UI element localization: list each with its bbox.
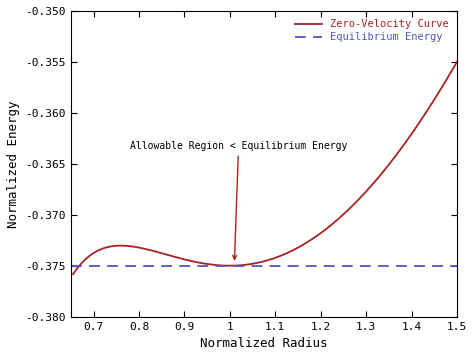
Zero-Velocity Curve (454, 60, 460, 64)
Legend: Zero-Velocity Curve, Equilibrium Energy: Zero-Velocity Curve, Equilibrium Energy (292, 16, 452, 46)
Zero-Velocity Curve (70, 272, 76, 276)
X-axis label: Normalized Radius: Normalized Radius (200, 337, 328, 350)
Line: Zero-Velocity Curve: Zero-Velocity Curve (73, 62, 457, 274)
Zero-Velocity Curve (405, 137, 411, 141)
Text: Allowable Region < Equilibrium Energy: Allowable Region < Equilibrium Energy (130, 141, 347, 259)
Y-axis label: Normalized Energy: Normalized Energy (7, 100, 20, 227)
Zero-Velocity Curve (234, 263, 240, 268)
Zero-Velocity Curve (114, 243, 120, 248)
Zero-Velocity Curve (447, 73, 452, 77)
Zero-Velocity Curve (218, 263, 223, 267)
Zero-Velocity Curve (137, 246, 143, 250)
